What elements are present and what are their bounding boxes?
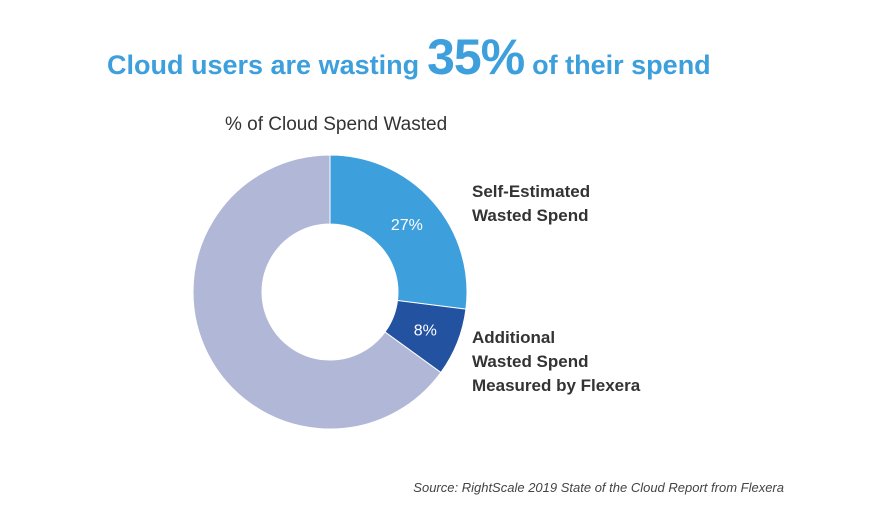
source-note: Source: RightScale 2019 State of the Clo… bbox=[413, 480, 784, 495]
data-label-1: 8% bbox=[414, 323, 437, 340]
legend-label-additional: Additional Wasted Spend Measured by Flex… bbox=[472, 326, 640, 398]
legend-label-self-estimated: Self-Estimated Wasted Spend bbox=[472, 180, 590, 228]
donut-chart: 27% 8% bbox=[0, 0, 894, 516]
data-label-0: 27% bbox=[391, 217, 423, 234]
